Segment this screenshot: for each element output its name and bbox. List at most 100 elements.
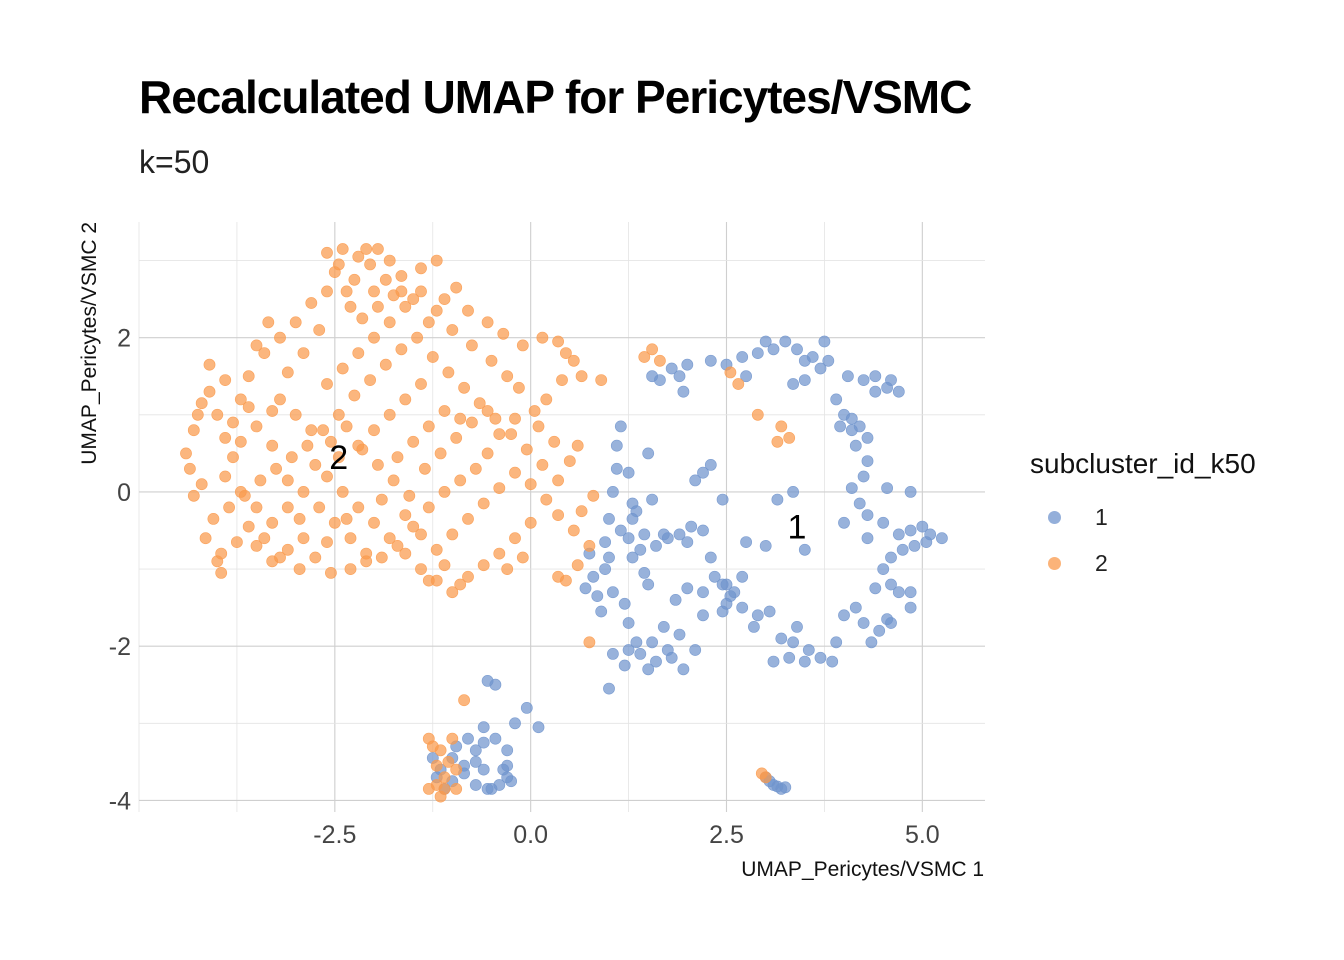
data-point-series-2 <box>438 405 451 417</box>
data-point-series-2 <box>395 343 408 356</box>
data-point-series-1 <box>622 532 635 545</box>
data-point-series-1 <box>857 617 870 629</box>
data-point-series-1 <box>642 578 655 591</box>
data-point-series-1 <box>469 744 482 757</box>
data-point-series-2 <box>481 405 494 417</box>
data-point-series-2 <box>505 428 517 440</box>
data-point-series-2 <box>289 316 302 329</box>
data-point-series-1 <box>657 528 670 541</box>
data-point-series-2 <box>321 536 333 548</box>
data-point-series-2 <box>493 428 506 440</box>
data-point-series-1 <box>845 482 858 494</box>
data-point-series-1 <box>861 455 874 467</box>
data-point-series-2 <box>375 551 388 564</box>
data-point-series-2 <box>230 536 243 548</box>
data-point-series-1 <box>779 781 792 794</box>
data-point-series-1 <box>771 493 784 506</box>
data-point-series-1 <box>720 597 733 610</box>
y-tick-label: 0 <box>117 479 131 507</box>
data-point-series-2 <box>383 254 396 267</box>
data-point-series-2 <box>415 378 427 390</box>
data-point-series-2 <box>368 285 380 298</box>
y-axis-label: UMAP_Pericytes/VSMC 2 <box>78 222 101 465</box>
data-point-series-2 <box>399 509 412 521</box>
data-point-series-2 <box>532 420 545 433</box>
data-point-series-1 <box>591 590 604 602</box>
data-point-series-1 <box>704 551 717 564</box>
data-point-series-1 <box>595 605 608 618</box>
data-point-series-1 <box>861 509 874 521</box>
data-point-series-1 <box>501 771 514 784</box>
data-point-series-2 <box>250 501 263 514</box>
data-point-series-1 <box>614 524 627 537</box>
data-point-series-1 <box>920 536 933 548</box>
data-point-series-1 <box>599 563 611 575</box>
data-point-series-2 <box>191 408 204 421</box>
data-point-series-2 <box>646 343 658 356</box>
data-point-series-2 <box>324 567 337 579</box>
data-point-series-1 <box>520 702 533 714</box>
data-point-series-1 <box>638 567 651 579</box>
data-point-series-1 <box>834 420 846 433</box>
data-point-series-2 <box>321 285 333 298</box>
x-tick-label: 5.0 <box>905 821 940 849</box>
data-point-series-2 <box>250 420 263 433</box>
data-point-series-2 <box>493 482 506 494</box>
data-point-series-1 <box>673 528 686 541</box>
data-point-series-2 <box>395 270 408 282</box>
data-point-series-1 <box>646 636 658 649</box>
data-point-series-2 <box>227 451 239 464</box>
data-point-series-2 <box>270 462 282 475</box>
data-point-series-1 <box>740 536 752 548</box>
data-point-series-2 <box>274 551 286 564</box>
data-point-series-2 <box>344 300 357 313</box>
data-point-series-2 <box>415 285 427 298</box>
data-point-series-1 <box>607 648 619 660</box>
data-point-series-2 <box>450 281 463 294</box>
data-point-series-1 <box>736 351 749 363</box>
data-point-series-2 <box>552 570 564 583</box>
data-point-series-1 <box>650 655 662 668</box>
data-point-series-1 <box>681 358 694 371</box>
data-point-series-1 <box>787 485 799 498</box>
data-point-series-2 <box>759 771 772 784</box>
data-point-series-1 <box>481 675 494 687</box>
data-point-series-2 <box>340 420 353 433</box>
data-point-series-2 <box>383 408 396 421</box>
data-point-series-1 <box>885 551 897 564</box>
data-point-series-1 <box>677 385 690 398</box>
data-point-series-2 <box>465 339 478 352</box>
data-point-series-2 <box>403 489 416 502</box>
data-point-series-2 <box>462 304 474 317</box>
data-point-series-2 <box>234 435 247 448</box>
data-point-series-2 <box>422 783 435 795</box>
data-point-series-1 <box>689 474 702 487</box>
data-point-series-1 <box>908 540 921 552</box>
data-point-series-2 <box>732 378 745 390</box>
x-tick-label: 2.5 <box>709 821 744 849</box>
data-point-series-2 <box>368 516 380 529</box>
data-point-series-1 <box>751 347 764 359</box>
data-point-series-2 <box>481 316 494 329</box>
data-point-series-1 <box>477 721 490 734</box>
data-point-series-2 <box>207 513 220 525</box>
data-point-series-1 <box>697 466 709 479</box>
data-point-series-2 <box>336 485 349 498</box>
data-point-series-2 <box>415 563 427 575</box>
data-point-series-2 <box>552 335 564 348</box>
data-point-series-2 <box>411 331 423 344</box>
data-points <box>180 243 948 803</box>
data-point-series-2 <box>415 528 427 541</box>
data-point-series-1 <box>814 651 827 664</box>
data-point-series-2 <box>391 540 404 552</box>
data-point-series-2 <box>336 243 349 255</box>
data-point-series-1 <box>587 570 600 583</box>
data-point-series-2 <box>450 763 463 776</box>
data-point-series-1 <box>630 505 643 518</box>
data-point-series-2 <box>383 316 396 329</box>
legend-title: subcluster_id_k50 <box>1030 448 1256 479</box>
data-point-series-2 <box>567 524 580 537</box>
data-point-series-2 <box>336 362 349 375</box>
data-point-series-2 <box>422 501 435 514</box>
